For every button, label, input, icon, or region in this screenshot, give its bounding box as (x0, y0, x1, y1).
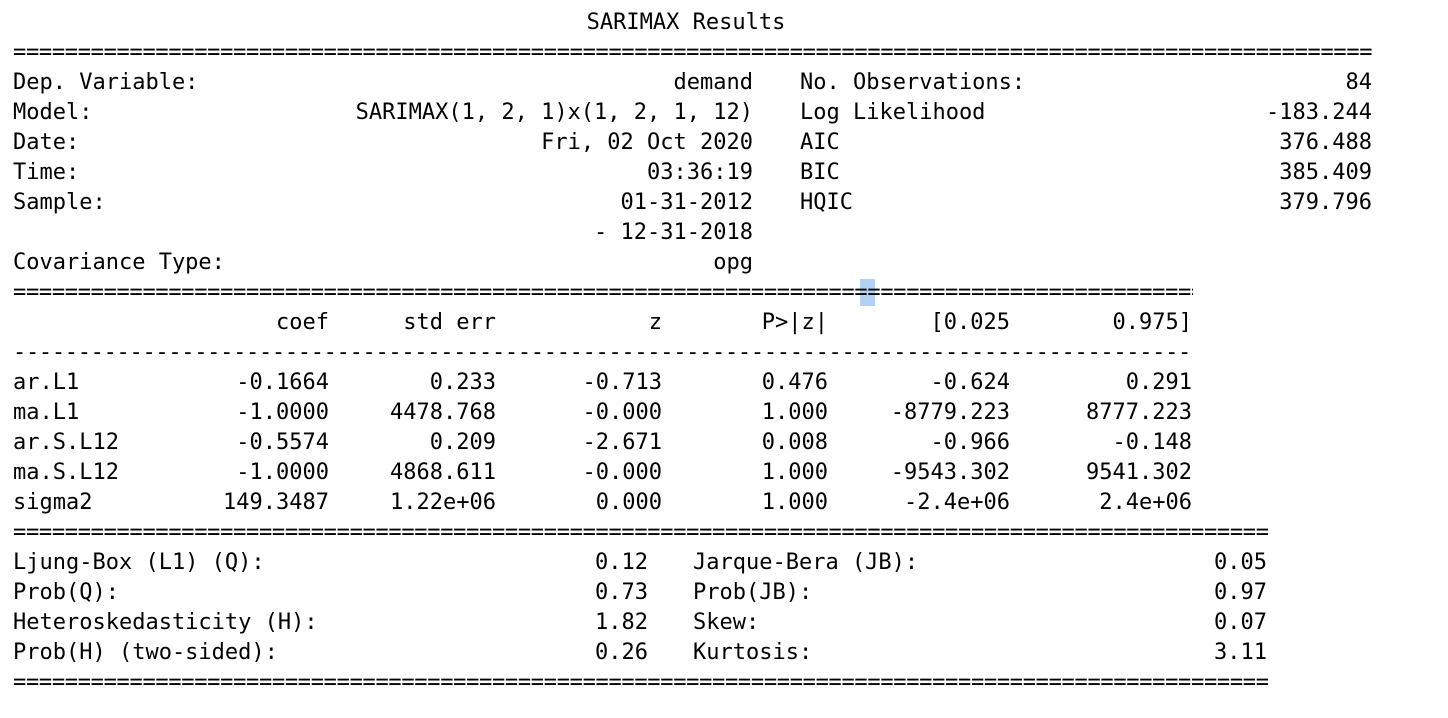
param-name: sigma2 (13, 490, 93, 515)
cell-std-err: 0.209 (429, 430, 496, 455)
coef-table-top-rule: ========================================… (13, 280, 1193, 305)
param-name: ar.L1 (13, 370, 80, 395)
col-header-ci-upper: 0.975] (1112, 310, 1192, 335)
cell-std-err: 4868.611 (390, 460, 496, 485)
cell-std-err: 0.233 (429, 370, 496, 395)
col-header-coef: coef (276, 310, 329, 335)
cell-std-err: 1.22e+06 (390, 490, 496, 515)
cell-ci-upper: 9541.302 (1086, 460, 1192, 485)
diag-label-jarque-bera: Jarque-Bera (JB): (693, 550, 919, 575)
diag-value-heteroskedasticity: 1.82 (595, 610, 648, 635)
bottom-double-rule: ========================================… (13, 670, 1268, 695)
cell-p-value: 1.000 (761, 460, 828, 485)
header-value-model: SARIMAX(1, 2, 1)x(1, 2, 1, 12) (355, 100, 753, 125)
param-name: ma.S.L12 (13, 460, 119, 485)
header-label-sample: Sample: (13, 190, 106, 215)
header-value-aic: 376.488 (1279, 130, 1372, 155)
diag-label-prob-jb: Prob(JB): (693, 580, 813, 605)
cell-z: 0.000 (595, 490, 662, 515)
diag-label-prob-q: Prob(Q): (13, 580, 119, 605)
header-label-log-likelihood: Log Likelihood (800, 100, 986, 125)
cell-p-value: 1.000 (761, 400, 828, 425)
header-label-model: Model: (13, 100, 93, 125)
header-value-sample-start: 01-31-2012 (620, 190, 753, 215)
cell-ci-lower: -0.966 (930, 430, 1010, 455)
cell-ci-lower: -8779.223 (890, 400, 1010, 425)
cell-z: -2.671 (582, 430, 662, 455)
diag-value-kurtosis: 3.11 (1214, 640, 1267, 665)
header-value-hqic: 379.796 (1279, 190, 1372, 215)
diag-value-prob-h: 0.26 (595, 640, 648, 665)
coef-table-dash-rule: ----------------------------------------… (13, 340, 1193, 365)
header-label-hqic: HQIC (800, 190, 853, 215)
cell-ci-lower: -0.624 (930, 370, 1010, 395)
param-name: ma.L1 (13, 400, 80, 425)
cell-coef: -0.5574 (236, 430, 329, 455)
cell-ci-lower: -2.4e+06 (904, 490, 1010, 515)
col-header-z: z (648, 310, 662, 335)
cell-ci-upper: 2.4e+06 (1099, 490, 1192, 515)
col-header-p-value: P>|z| (761, 310, 828, 335)
cell-ci-upper: 8777.223 (1086, 400, 1192, 425)
diag-value-prob-jb: 0.97 (1214, 580, 1267, 605)
cell-coef: -1.0000 (236, 400, 329, 425)
header-label-dep-variable: Dep. Variable: (13, 70, 199, 95)
text-selection-highlight (860, 279, 875, 306)
summary-title: SARIMAX Results (586, 10, 786, 35)
diag-value-jarque-bera: 0.05 (1214, 550, 1267, 575)
header-value-time: 03:36:19 (647, 160, 753, 185)
header-value-no-observations: 84 (1345, 70, 1373, 95)
cell-ci-upper: 0.291 (1125, 370, 1192, 395)
diag-label-prob-h: Prob(H) (two-sided): (13, 640, 278, 665)
top-double-rule: ========================================… (13, 40, 1373, 65)
cell-coef: -1.0000 (236, 460, 329, 485)
diag-value-ljung-box: 0.12 (595, 550, 648, 575)
header-value-bic: 385.409 (1279, 160, 1372, 185)
header-value-sample-end: - 12-31-2018 (594, 220, 753, 245)
col-header-ci-lower: [0.025 (930, 310, 1010, 335)
diag-label-ljung-box: Ljung-Box (L1) (Q): (13, 550, 265, 575)
header-label-bic: BIC (800, 160, 840, 185)
header-value-date: Fri, 02 Oct 2020 (541, 130, 753, 155)
header-value-dep-variable: demand (673, 70, 753, 95)
header-label-no-observations: No. Observations: (800, 70, 1026, 95)
cell-ci-upper: -0.148 (1112, 430, 1192, 455)
header-value-covariance-type: opg (713, 250, 753, 275)
cell-coef: -0.1664 (236, 370, 329, 395)
cell-std-err: 4478.768 (390, 400, 496, 425)
diag-value-skew: 0.07 (1214, 610, 1267, 635)
diag-label-skew: Skew: (693, 610, 760, 635)
cell-p-value: 0.008 (761, 430, 828, 455)
cell-p-value: 0.476 (761, 370, 828, 395)
cell-z: -0.000 (582, 400, 662, 425)
header-label-covariance-type: Covariance Type: (13, 250, 225, 275)
col-header-std-err: std err (403, 310, 496, 335)
cell-coef: 149.3487 (223, 490, 329, 515)
header-label-date: Date: (13, 130, 80, 155)
header-label-time: Time: (13, 160, 80, 185)
header-value-log-likelihood: -183.244 (1266, 100, 1372, 125)
param-name: ar.S.L12 (13, 430, 119, 455)
diag-label-heteroskedasticity: Heteroskedasticity (H): (13, 610, 318, 635)
header-label-aic: AIC (800, 130, 840, 155)
cell-z: -0.713 (582, 370, 662, 395)
cell-z: -0.000 (582, 460, 662, 485)
diag-value-prob-q: 0.73 (595, 580, 648, 605)
diag-label-kurtosis: Kurtosis: (693, 640, 813, 665)
cell-ci-lower: -9543.302 (890, 460, 1010, 485)
cell-p-value: 1.000 (761, 490, 828, 515)
diagnostics-top-rule: ========================================… (13, 520, 1268, 545)
